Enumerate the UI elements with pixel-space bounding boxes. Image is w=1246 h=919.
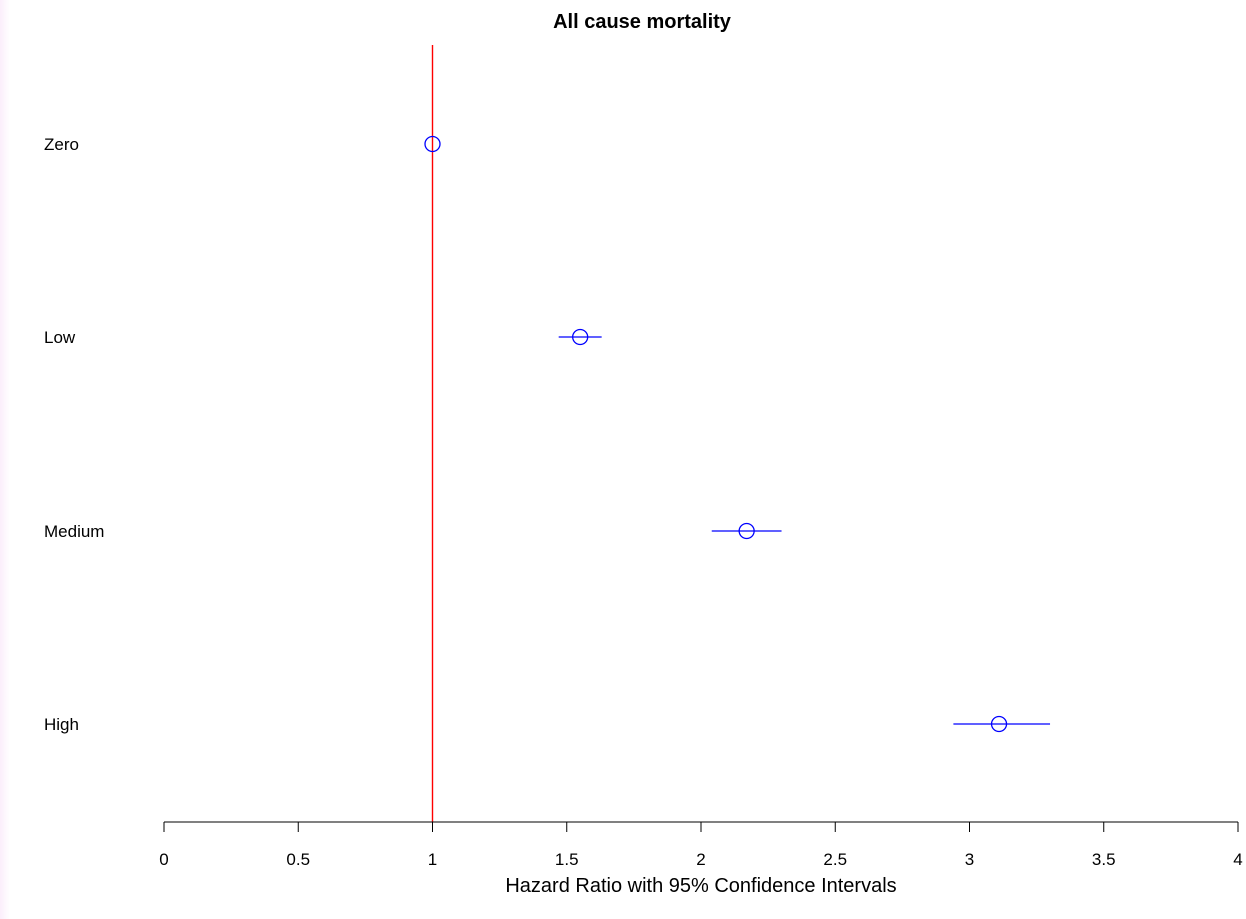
x-tick-label-4: 2 [696, 850, 705, 869]
x-axis-label: Hazard Ratio with 95% Confidence Interva… [505, 875, 896, 897]
category-labels: Zero Low Medium High [44, 135, 104, 734]
point-high [990, 715, 1008, 733]
x-tick-label-2: 1 [428, 850, 437, 869]
chart-title: All cause mortality [553, 11, 732, 33]
x-tick-label-7: 3.5 [1092, 850, 1116, 869]
x-tick-label-8: 4 [1233, 850, 1242, 869]
x-tick-label-1: 0.5 [286, 850, 310, 869]
x-tick-label-5: 2.5 [823, 850, 847, 869]
x-tick-label-3: 1.5 [555, 850, 579, 869]
data-marks [424, 135, 1051, 733]
point-medium [738, 522, 755, 540]
category-label-medium: Medium [44, 522, 104, 541]
category-label-low: Low [44, 328, 76, 347]
x-tick-label-6: 3 [965, 850, 974, 869]
point-zero [424, 135, 441, 153]
left-edge-strip [0, 0, 10, 919]
category-label-high: High [44, 715, 79, 734]
x-axis: 0 0.5 1 1.5 2 2.5 3 3.5 4 [159, 821, 1243, 869]
x-tick-label-0: 0 [159, 850, 168, 869]
category-label-zero: Zero [44, 135, 79, 154]
point-low [572, 328, 589, 346]
